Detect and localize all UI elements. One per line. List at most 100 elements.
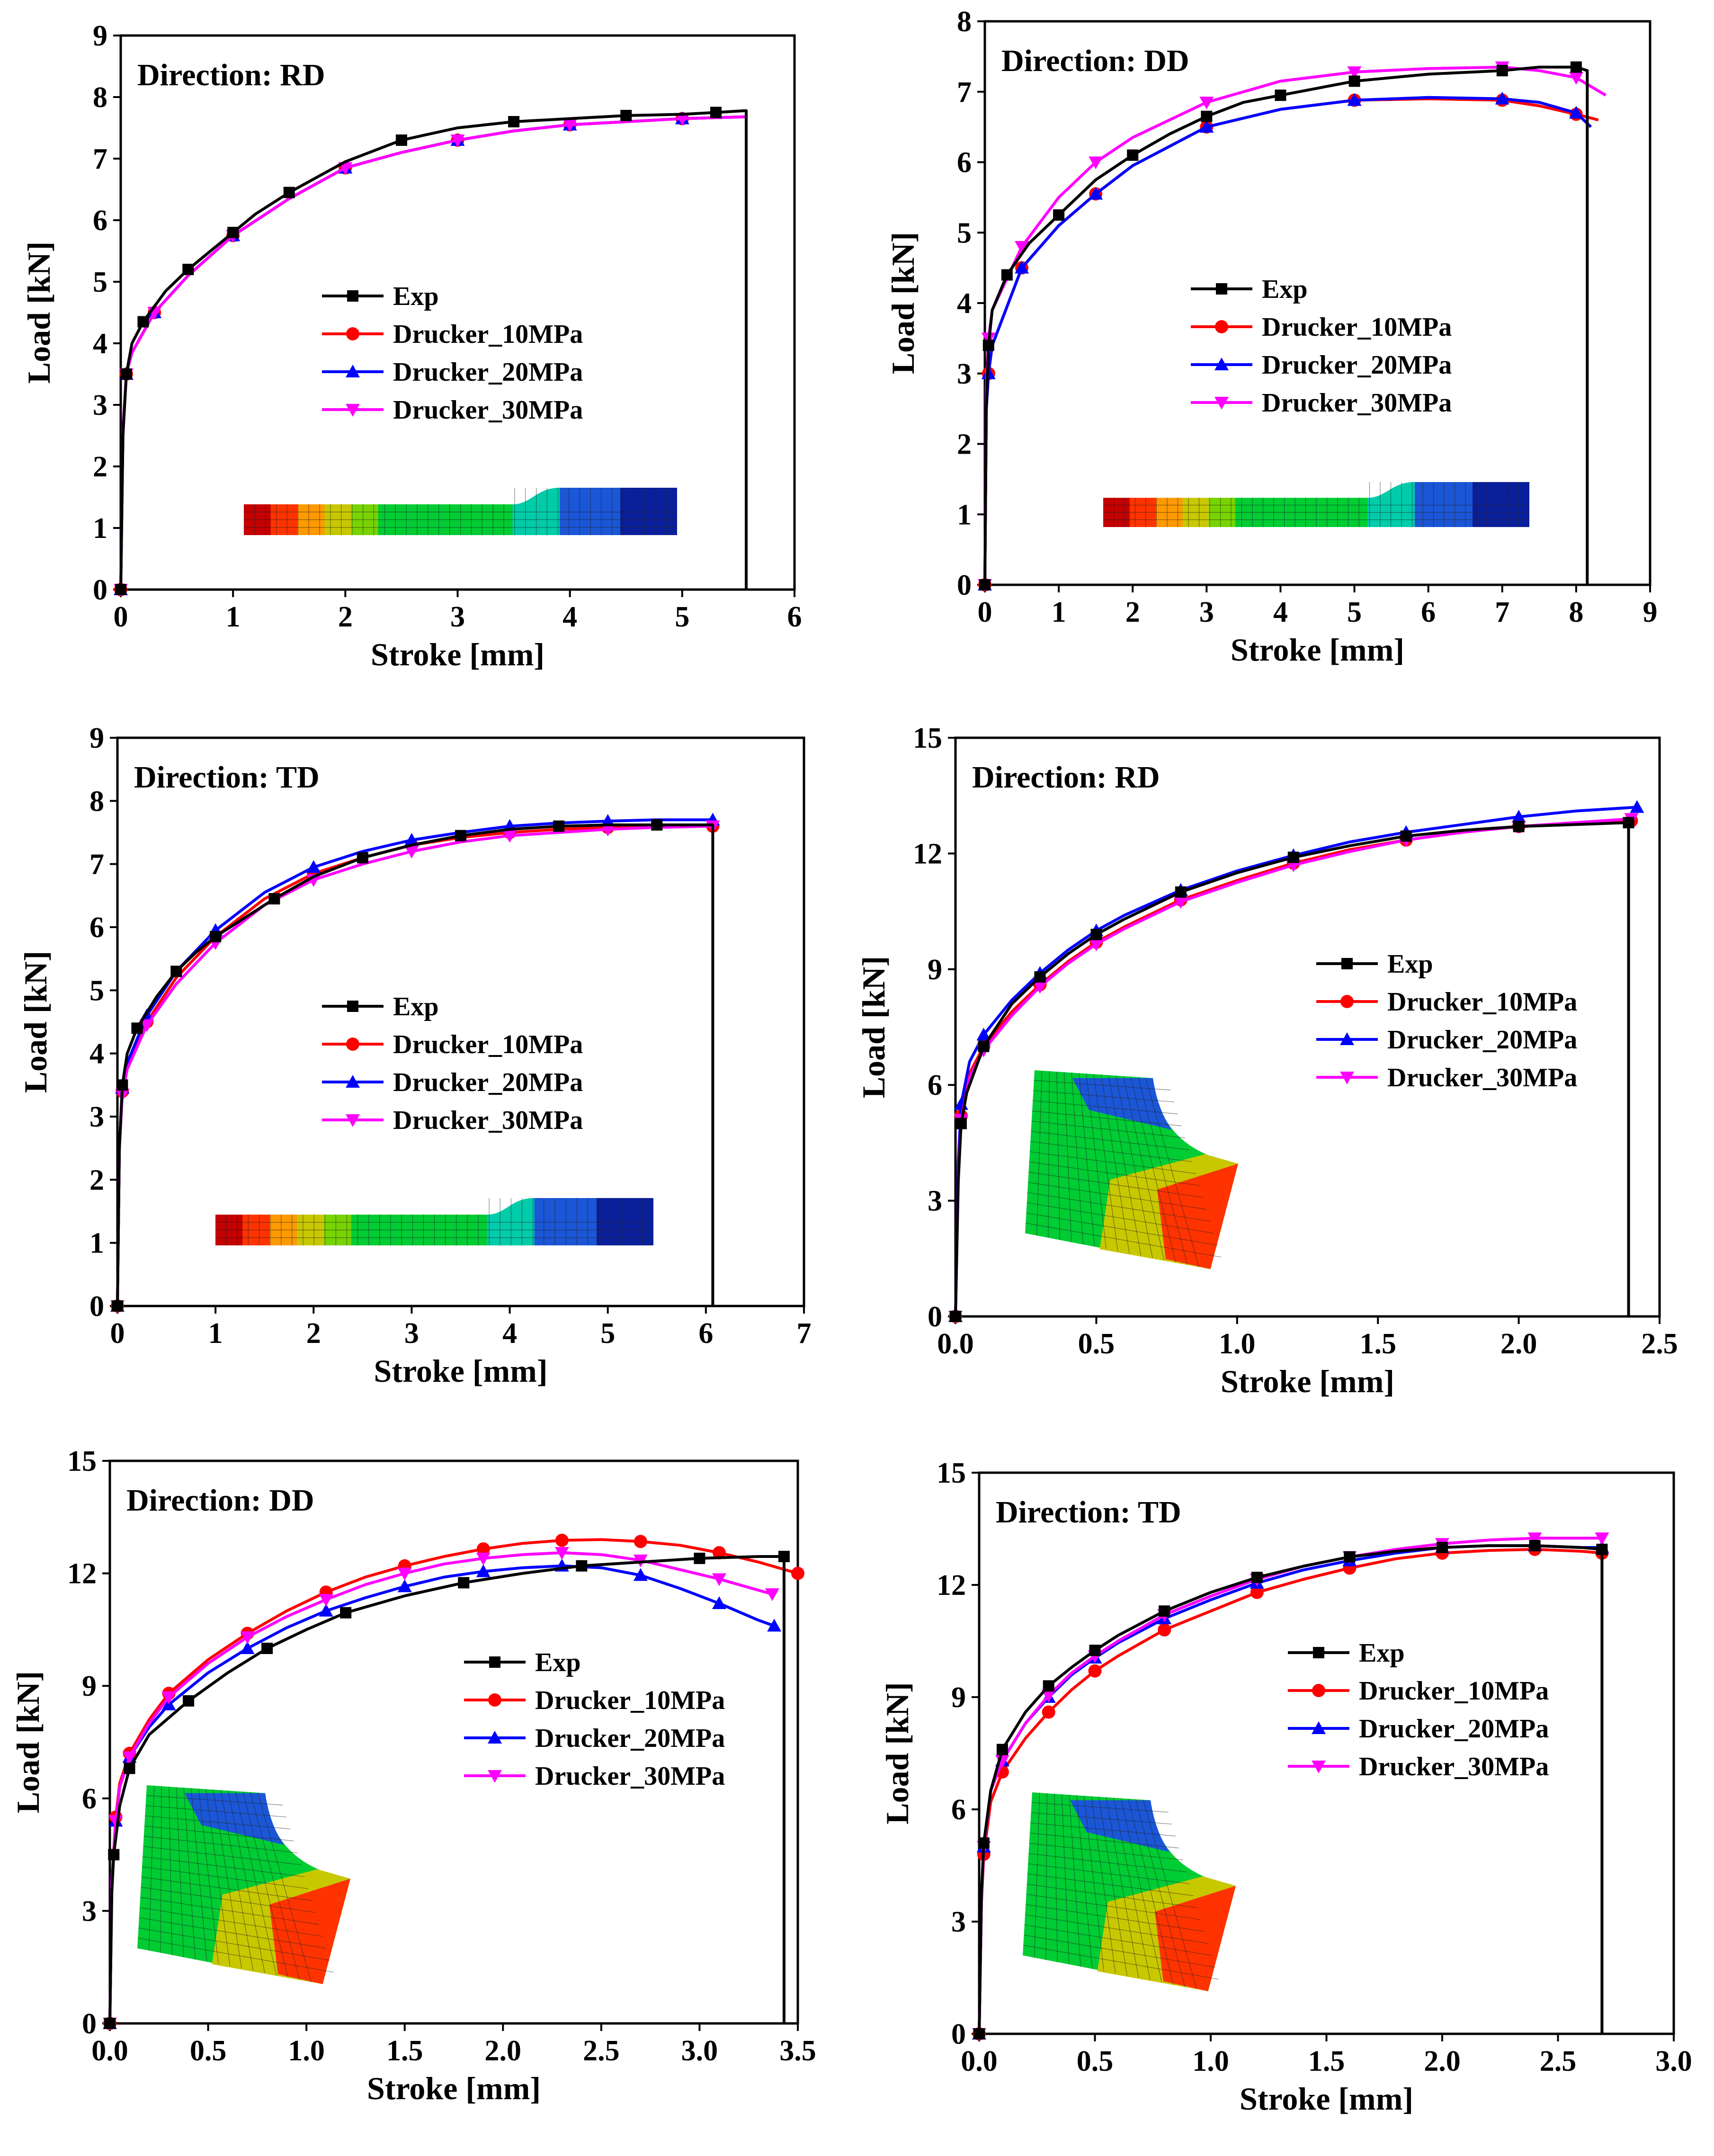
data-point-exp xyxy=(131,1022,143,1034)
data-point-drucker_20mpa xyxy=(1347,93,1362,106)
x-tick-label: 0 xyxy=(114,601,128,633)
data-point-exp xyxy=(1400,830,1412,842)
y-tick-label: 0 xyxy=(951,2018,966,2050)
data-point-exp xyxy=(979,579,991,590)
x-tick-label: 9 xyxy=(1643,596,1658,628)
fea-mesh-line xyxy=(1024,1934,1215,1968)
data-point-drucker_30mpa xyxy=(1041,1690,1056,1703)
fea-mesh-line xyxy=(1029,1162,1200,1186)
fea-mesh-line xyxy=(1056,1072,1061,1240)
x-tick-label: 2.5 xyxy=(1540,2045,1577,2077)
data-point-exp xyxy=(120,368,132,380)
legend-marker xyxy=(346,1075,360,1088)
data-point-drucker_30mpa xyxy=(1173,896,1188,909)
y-tick-label: 8 xyxy=(93,81,107,114)
data-point-exp xyxy=(1570,61,1582,73)
fea-mesh-line xyxy=(1086,1074,1107,1249)
data-point-drucker_30mpa xyxy=(1347,66,1362,80)
y-tick-label: 2 xyxy=(957,429,972,461)
legend-marker xyxy=(1215,320,1228,333)
y-tick-label: 6 xyxy=(89,912,104,944)
legend-marker xyxy=(1214,358,1229,370)
data-point-exp xyxy=(458,1577,470,1589)
chart-title: Direction: DD xyxy=(126,1483,314,1518)
fea-mesh-line xyxy=(250,1792,300,1980)
x-tick-label: 4 xyxy=(562,601,577,633)
data-point-exp xyxy=(116,1079,128,1091)
chart-panel-2: 0 1 2 3 4 5 6 7 8 9 0 1 2 3 4 5 6 7 8 Stroke [mm] Load [kN] D… xyxy=(885,6,1658,668)
fea-mesh-line xyxy=(228,1790,265,1973)
legend-marker xyxy=(346,327,359,340)
x-tick-label: 0 xyxy=(110,1317,125,1350)
legend-entry: Exp xyxy=(535,1648,581,1677)
y-tick-label: 12 xyxy=(937,1569,966,1601)
data-point-exp xyxy=(1275,89,1286,101)
data-point-drucker_30mpa xyxy=(397,1567,412,1581)
data-point-exp xyxy=(1175,886,1187,898)
fea-mesh-line xyxy=(143,1846,301,1865)
chart-title: Direction: TD xyxy=(134,760,320,795)
x-axis-label: Stroke [mm] xyxy=(1221,1363,1394,1399)
data-point-exp xyxy=(553,820,565,832)
legend-entry: Drucker_20MPa xyxy=(1359,1714,1549,1744)
data-point-drucker_20mpa xyxy=(712,1596,726,1609)
data-point-exp xyxy=(1623,817,1634,829)
y-tick-label: 15 xyxy=(67,1445,97,1477)
legend-entry: Drucker_30MPa xyxy=(1262,388,1452,418)
series-line-exp xyxy=(954,821,1630,1317)
y-tick-label: 12 xyxy=(67,1558,97,1590)
y-tick-label: 3 xyxy=(93,389,107,421)
y-tick-label: 6 xyxy=(93,205,107,237)
chart-title: Direction: TD xyxy=(996,1495,1181,1530)
x-tick-label: 0.0 xyxy=(961,2045,998,2077)
fea-mesh-line xyxy=(205,1789,231,1967)
fea-mesh-line xyxy=(145,1815,290,1829)
legend-entry: Exp xyxy=(1359,1638,1405,1668)
data-point-exp xyxy=(978,1040,990,1052)
data-point-drucker_30mpa xyxy=(502,830,517,843)
y-tick-label: 3 xyxy=(82,1895,97,1927)
fea-mesh-line xyxy=(1108,1075,1142,1256)
fea-mesh-line xyxy=(1029,1843,1183,1861)
x-tick-label: 2.0 xyxy=(1500,1328,1537,1360)
data-point-drucker_10mpa xyxy=(634,1535,647,1548)
legend-marker xyxy=(347,290,358,302)
fea-mesh-line xyxy=(1116,1075,1153,1258)
fea-mesh-line xyxy=(1031,1131,1189,1150)
fea-mesh-inset xyxy=(244,488,677,535)
x-tick-label: 6 xyxy=(698,1317,713,1350)
series-line-drucker_20mpa xyxy=(983,96,1592,585)
data-point-exp xyxy=(778,1550,790,1562)
data-point-exp xyxy=(1201,110,1213,122)
data-point-exp xyxy=(357,852,368,864)
legend-marker xyxy=(347,1001,358,1012)
data-point-drucker_20mpa xyxy=(319,1603,333,1617)
y-tick-label: 3 xyxy=(928,1185,942,1217)
fea-mesh-line xyxy=(1027,1192,1211,1222)
y-tick-label: 7 xyxy=(957,76,972,108)
series-line-exp xyxy=(108,1555,786,2024)
data-point-drucker_20mpa xyxy=(476,1564,491,1577)
data-point-drucker_10mpa xyxy=(555,1533,569,1547)
y-axis-label: Load [kN] xyxy=(21,242,57,384)
data-point-drucker_30mpa xyxy=(1527,1532,1542,1546)
fea-mesh-line xyxy=(1031,1802,1169,1813)
legend-marker xyxy=(346,404,360,417)
data-point-exp xyxy=(1001,269,1013,281)
fea-mesh-line xyxy=(1027,1884,1197,1908)
x-axis-label: Stroke [mm] xyxy=(1231,632,1404,668)
y-tick-label: 1 xyxy=(957,499,972,531)
fea-mesh-line xyxy=(142,1866,308,1889)
data-point-exp xyxy=(1089,1645,1101,1656)
data-point-drucker_30mpa xyxy=(476,1552,491,1566)
series-line-exp xyxy=(978,1544,1604,2034)
fea-mesh-line xyxy=(1028,1182,1207,1210)
legend-entry: Drucker_10MPa xyxy=(393,320,583,349)
fea-mesh-line xyxy=(1091,1796,1116,1974)
data-point-drucker_20mpa xyxy=(397,1579,412,1592)
fea-mesh-line xyxy=(1032,1110,1182,1127)
fea-mesh-line xyxy=(143,1856,305,1877)
chart-title: Direction: RD xyxy=(137,58,325,92)
fea-contour-band xyxy=(597,1198,653,1245)
fea-mesh-line xyxy=(140,1897,319,1925)
